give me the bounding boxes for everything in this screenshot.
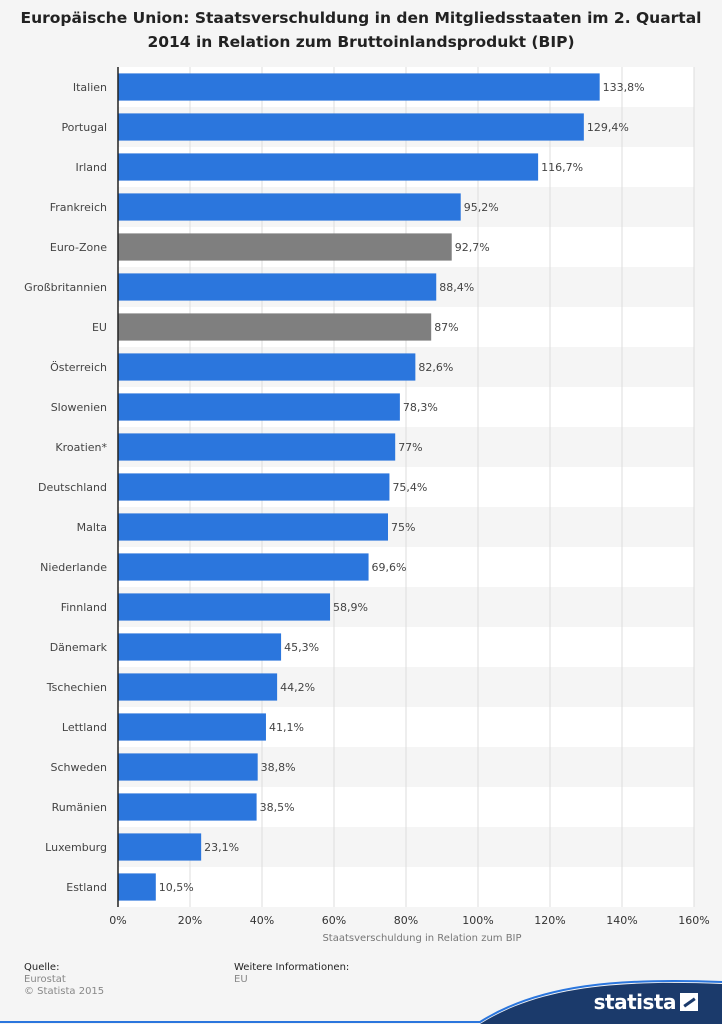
category-label: Estland [66,881,107,894]
bar [118,713,266,741]
data-label: 38,8% [261,761,296,774]
data-label: 129,4% [587,121,629,134]
data-label: 45,3% [284,641,319,654]
bar [118,113,584,141]
category-label: Slowenien [51,401,107,414]
x-tick-label: 100% [462,914,493,927]
source-block: Quelle: Eurostat © Statista 2015 [24,962,104,998]
category-label: Dänemark [50,641,108,654]
bar [118,153,539,181]
bar [118,473,390,501]
data-label: 23,1% [204,841,239,854]
brand-band [0,980,722,1024]
data-label: 69,6% [372,561,407,574]
bar [118,193,461,221]
data-label: 41,1% [269,721,304,734]
category-label: Großbritannien [24,281,107,294]
x-tick-label: 80% [394,914,418,927]
bar [118,633,282,661]
data-label: 58,9% [333,601,368,614]
x-tick-label: 40% [250,914,274,927]
x-axis-title: Staatsverschuldung in Relation zum BIP [322,933,521,944]
bar [118,873,156,901]
bar [118,313,432,341]
category-label: Deutschland [38,481,107,494]
data-label: 95,2% [464,201,499,214]
category-label: Österreich [50,361,107,374]
category-label: Luxemburg [45,841,107,854]
brand-name: statista [593,990,677,1014]
data-label: 75,4% [392,481,427,494]
bar [118,673,278,701]
info-block: Weitere Informationen: EU [234,962,349,986]
category-label: Portugal [61,121,107,134]
data-label: 82,6% [418,361,453,374]
category-label: Rumänien [52,801,107,814]
category-label: Finnland [61,601,107,614]
data-label: 78,3% [403,401,438,414]
x-tick-label: 160% [678,914,709,927]
data-label: 77% [398,441,422,454]
x-tick-label: 20% [178,914,202,927]
data-label: 75% [391,521,415,534]
bar [118,793,257,821]
data-label: 133,8% [603,81,645,94]
data-label: 88,4% [439,281,474,294]
bar [118,513,388,541]
category-label: Euro-Zone [50,241,107,254]
statista-logo-icon [680,993,698,1011]
data-label: 38,5% [260,801,295,814]
info-value: EU [234,974,248,985]
bar [118,753,258,781]
category-label: Italien [73,81,107,94]
bar [118,833,202,861]
bar [118,353,416,381]
bar [118,393,400,421]
bar [118,593,331,621]
category-label: Tschechien [46,681,107,694]
x-tick-label: 0% [109,914,126,927]
source-label: Quelle: [24,962,60,973]
source-value: Eurostat [24,974,66,985]
bar [118,273,437,301]
statista-logo[interactable]: statista [594,990,698,1014]
x-tick-label: 120% [534,914,565,927]
info-label: Weitere Informationen: [234,962,350,973]
category-label: Niederlande [40,561,107,574]
data-label: 87% [434,321,458,334]
data-label: 10,5% [159,881,194,894]
bar-chart: 0% 20% 40% 60% 80% 100% 120% 140% 160% Italien 133… [24,67,710,944]
chart-title: Europäische Union: Staatsverschuldung in… [20,9,702,51]
category-label: Frankreich [50,201,107,214]
bar [118,433,396,461]
copyright-text: © Statista 2015 [24,986,105,997]
data-label: 92,7% [455,241,490,254]
bar [118,233,452,261]
bar [118,553,369,581]
category-label: Kroatien* [55,441,107,454]
x-tick-label: 140% [606,914,637,927]
category-label: Irland [75,161,107,174]
category-label: Lettland [62,721,107,734]
category-label: Schweden [51,761,108,774]
category-label: EU [92,321,107,334]
category-label: Malta [77,521,107,534]
bar [118,73,600,101]
data-label: 44,2% [280,681,315,694]
data-label: 116,7% [541,161,583,174]
x-tick-label: 60% [322,914,346,927]
